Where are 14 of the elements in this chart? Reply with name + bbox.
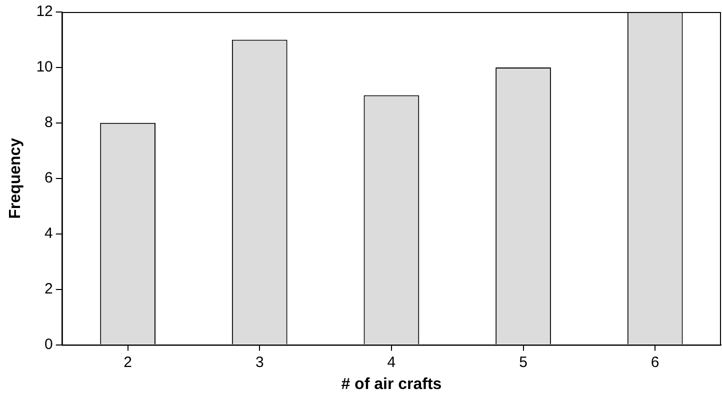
y-tick-label: 10 xyxy=(36,58,53,76)
x-tick-label: 6 xyxy=(650,354,660,371)
x-tick-label: 2 xyxy=(124,354,132,371)
x-tick-label: 3 xyxy=(255,354,264,371)
x-tick-label: 5 xyxy=(519,354,528,371)
y-tick-label: 2 xyxy=(44,280,53,298)
y-tick-label: 12 xyxy=(36,3,53,20)
y-tick-label: 6 xyxy=(44,170,53,187)
y-tick-label: 0 xyxy=(44,336,53,353)
y-tick-label: 8 xyxy=(44,114,53,132)
y-axis-title: Frequency xyxy=(7,138,24,219)
x-tick-label: 4 xyxy=(387,354,396,371)
x-axis-title: # of air crafts xyxy=(341,376,442,393)
y-tick-label: 4 xyxy=(44,225,53,242)
